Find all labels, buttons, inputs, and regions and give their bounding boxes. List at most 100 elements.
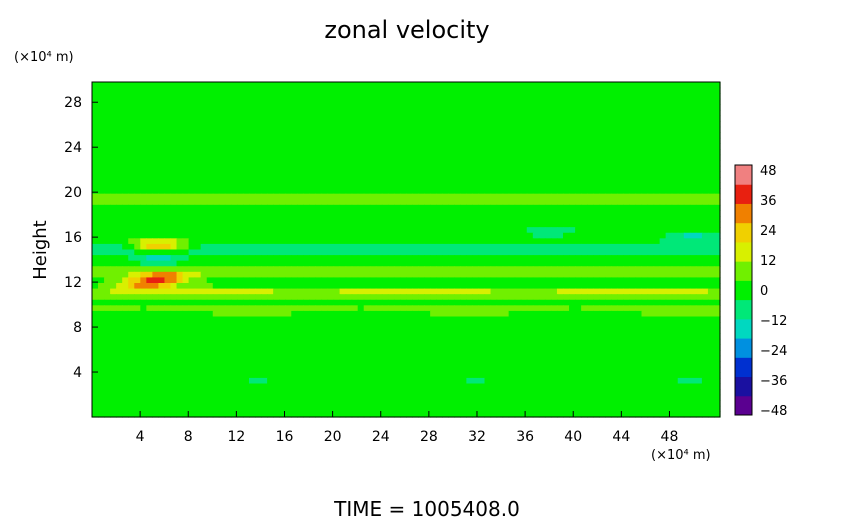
heatmap-cell xyxy=(122,232,129,239)
heatmap-cell xyxy=(110,227,117,234)
heatmap-cell xyxy=(291,327,298,334)
heatmap-cell xyxy=(146,104,153,111)
heatmap-cell xyxy=(309,104,317,111)
heatmap-cell xyxy=(569,327,576,334)
heatmap-cell xyxy=(412,277,419,284)
heatmap-cell xyxy=(587,216,594,223)
heatmap-cell xyxy=(249,143,256,150)
heatmap-cell xyxy=(683,143,691,150)
heatmap-cell xyxy=(466,121,474,128)
heatmap-cell xyxy=(273,288,280,295)
heatmap-cell xyxy=(605,327,612,334)
heatmap-cell xyxy=(665,310,673,318)
heatmap-cell xyxy=(502,149,510,156)
heatmap-cell xyxy=(550,260,558,267)
heatmap-cell xyxy=(454,126,461,133)
heatmap-cell xyxy=(599,344,606,351)
heatmap-cell xyxy=(273,109,280,117)
heatmap-cell xyxy=(466,322,474,329)
heatmap-cell xyxy=(514,176,522,184)
heatmap-cell xyxy=(569,294,576,301)
heatmap-cell xyxy=(581,221,588,228)
heatmap-cell xyxy=(526,288,534,295)
heatmap-cell xyxy=(605,193,612,200)
heatmap-cell xyxy=(472,221,480,228)
heatmap-cell xyxy=(339,126,347,133)
heatmap-cell xyxy=(538,126,546,133)
heatmap-cell xyxy=(587,104,594,111)
heatmap-cell xyxy=(357,109,365,117)
heatmap-cell xyxy=(713,243,721,251)
heatmap-cell xyxy=(689,238,697,245)
heatmap-cell xyxy=(436,333,443,340)
heatmap-cell xyxy=(611,98,618,105)
heatmap-cell xyxy=(647,199,655,206)
heatmap-cell xyxy=(188,121,196,128)
heatmap-cell xyxy=(496,255,504,262)
heatmap-cell xyxy=(695,193,703,200)
heatmap-cell xyxy=(653,143,661,150)
heatmap-cell xyxy=(297,305,304,312)
heatmap-cell xyxy=(176,238,184,245)
heatmap-cell xyxy=(611,299,618,306)
heatmap-cell xyxy=(490,294,498,301)
heatmap-cell xyxy=(502,294,510,301)
heatmap-cell xyxy=(605,260,612,267)
heatmap-cell xyxy=(369,338,377,346)
heatmap-cell xyxy=(333,294,341,301)
heatmap-cell xyxy=(345,188,353,195)
heatmap-cell xyxy=(122,299,129,306)
heatmap-cell xyxy=(158,87,166,94)
heatmap-cell xyxy=(345,82,353,89)
heatmap-cell xyxy=(98,333,105,340)
heatmap-cell xyxy=(399,204,407,212)
heatmap-cell xyxy=(454,299,461,306)
heatmap-cell xyxy=(92,305,99,312)
heatmap-cell xyxy=(701,316,709,323)
heatmap-cell xyxy=(713,171,721,178)
heatmap-cell xyxy=(128,216,135,223)
heatmap-cell xyxy=(399,277,407,284)
heatmap-cell xyxy=(297,143,304,150)
heatmap-cell xyxy=(605,188,612,195)
heatmap-cell xyxy=(303,322,310,329)
heatmap-cell xyxy=(387,210,395,217)
heatmap-cell xyxy=(206,232,214,239)
heatmap-cell xyxy=(375,277,383,284)
heatmap-cell xyxy=(116,322,123,329)
heatmap-cell xyxy=(514,338,522,346)
heatmap-cell xyxy=(315,221,323,228)
heatmap-cell xyxy=(436,327,443,334)
heatmap-cell xyxy=(351,132,359,139)
heatmap-cell xyxy=(333,255,341,262)
heatmap-cell xyxy=(514,232,522,239)
heatmap-cell xyxy=(569,249,576,256)
heatmap-cell xyxy=(291,176,298,184)
heatmap-cell xyxy=(538,182,546,189)
heatmap-cell xyxy=(98,283,105,290)
heatmap-cell xyxy=(683,277,691,284)
heatmap-cell xyxy=(399,143,407,150)
heatmap-cell xyxy=(587,288,594,295)
heatmap-cell xyxy=(387,288,395,295)
heatmap-cell xyxy=(188,260,196,267)
heatmap-cell xyxy=(581,132,588,139)
heatmap-cell xyxy=(345,104,353,111)
heatmap-cell xyxy=(218,260,226,267)
heatmap-cell xyxy=(291,199,298,206)
heatmap-cell xyxy=(182,193,190,200)
heatmap-cell xyxy=(261,87,268,94)
heatmap-cell xyxy=(110,132,117,139)
heatmap-cell xyxy=(98,305,105,312)
heatmap-cell xyxy=(194,126,202,133)
heatmap-cell xyxy=(581,199,588,206)
heatmap-cell xyxy=(327,216,335,223)
heatmap-cell xyxy=(339,165,347,172)
heatmap-cell xyxy=(556,210,564,217)
heatmap-cell xyxy=(152,182,160,189)
heatmap-cell xyxy=(128,305,135,312)
heatmap-cell xyxy=(689,104,697,111)
heatmap-cell xyxy=(508,160,516,167)
heatmap-cell xyxy=(158,232,166,239)
heatmap-cell xyxy=(236,294,244,301)
